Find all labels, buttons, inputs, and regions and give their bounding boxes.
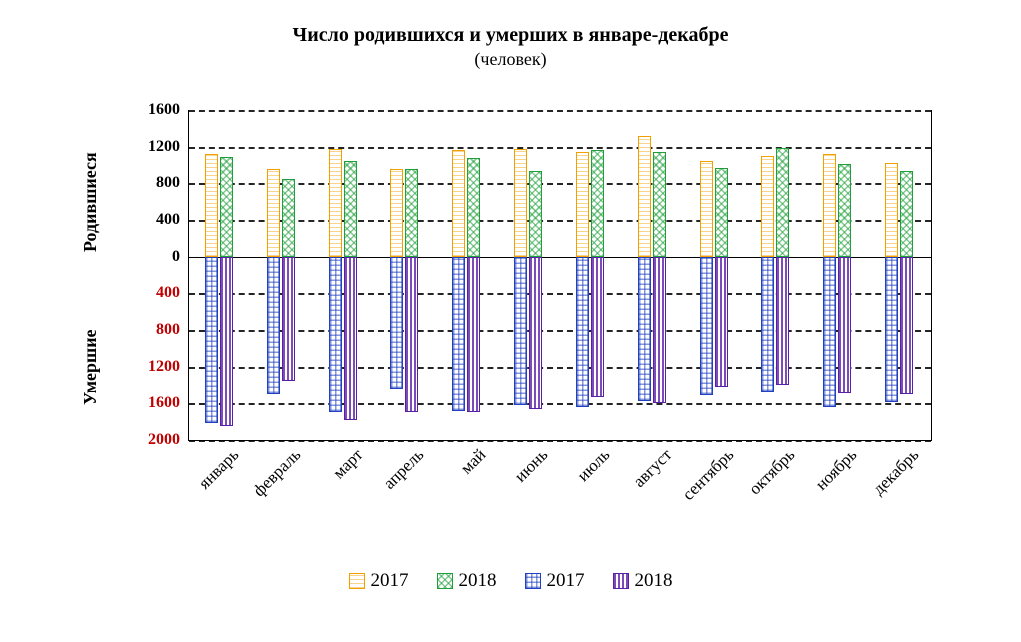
bar-born_2018 — [529, 171, 542, 257]
legend: 2017 2018 2017 2018 — [0, 570, 1021, 594]
bar-died_2018 — [715, 257, 728, 387]
legend-label: 2018 — [459, 570, 497, 592]
bar-died_2017 — [329, 257, 342, 413]
bar-born_2018 — [900, 171, 913, 257]
y-tick-bottom: 1200 — [130, 358, 180, 376]
y-tick-bottom: 400 — [130, 284, 180, 302]
bar-died_2017 — [452, 257, 465, 411]
bar-born_2017 — [390, 169, 403, 257]
bar-born_2018 — [467, 158, 480, 257]
legend-swatch — [437, 573, 453, 589]
bar-died_2017 — [700, 257, 713, 395]
y-tick-top: 1600 — [130, 101, 180, 119]
bar-born_2018 — [220, 157, 233, 257]
y-tick-bottom: 1600 — [130, 394, 180, 412]
bar-born_2018 — [591, 150, 604, 256]
bar-born_2018 — [776, 148, 789, 257]
bar-born_2017 — [885, 163, 898, 257]
legend-swatch — [349, 573, 365, 589]
y-tick-bottom: 800 — [130, 321, 180, 339]
bar-died_2018 — [405, 257, 418, 413]
bar-died_2018 — [344, 257, 357, 420]
legend-label: 2017 — [547, 570, 585, 592]
bar-born_2017 — [452, 150, 465, 256]
bar-born_2017 — [329, 149, 342, 256]
bar-died_2018 — [282, 257, 295, 382]
bar-died_2018 — [529, 257, 542, 409]
legend-item-born_2018: 2018 — [437, 570, 497, 592]
bar-born_2018 — [344, 161, 357, 256]
y-tick-top: 800 — [130, 174, 180, 192]
bar-died_2018 — [838, 257, 851, 394]
bar-died_2017 — [761, 257, 774, 393]
y-tick-top: 400 — [130, 211, 180, 229]
bar-died_2017 — [638, 257, 651, 402]
bar-died_2017 — [514, 257, 527, 406]
legend-item-died_2018: 2018 — [613, 570, 673, 592]
bar-born_2017 — [700, 161, 713, 256]
legend-item-born_2017: 2017 — [349, 570, 409, 592]
bar-born_2017 — [514, 149, 527, 257]
bar-died_2017 — [267, 257, 280, 395]
bar-died_2017 — [390, 257, 403, 389]
bar-died_2018 — [220, 257, 233, 427]
bar-born_2018 — [653, 152, 666, 257]
bar-died_2017 — [576, 257, 589, 407]
chart-title: Число родившихся и умерших в январе-дека… — [0, 0, 1021, 47]
bar-born_2017 — [267, 169, 280, 257]
y-tick-bottom: 2000 — [130, 431, 180, 449]
bars-container — [188, 110, 930, 440]
bar-died_2018 — [776, 257, 789, 385]
x-axis-ticks: январьфевральмартапрельмайиюньиюльавгуст… — [188, 445, 930, 565]
bar-died_2018 — [900, 257, 913, 395]
bar-born_2018 — [405, 169, 418, 257]
legend-swatch — [525, 573, 541, 589]
y-axis-label-deaths: Умершие — [80, 329, 101, 405]
bar-born_2017 — [576, 152, 589, 257]
bar-born_2018 — [838, 164, 851, 257]
bar-died_2017 — [205, 257, 218, 424]
chart-area: Родившиеся Умершие 040080012001600400800… — [150, 110, 930, 440]
bar-born_2018 — [282, 179, 295, 257]
y-tick-top: 1200 — [130, 138, 180, 156]
bar-born_2017 — [205, 154, 218, 257]
bar-died_2018 — [653, 257, 666, 404]
bar-died_2018 — [591, 257, 604, 397]
y-tick-top: 0 — [130, 248, 180, 266]
bar-died_2017 — [823, 257, 836, 407]
y-axis-label-births: Родившиеся — [80, 152, 101, 252]
bar-born_2017 — [761, 156, 774, 257]
legend-label: 2017 — [371, 570, 409, 592]
bar-died_2018 — [467, 257, 480, 413]
bar-died_2017 — [885, 257, 898, 403]
legend-swatch — [613, 573, 629, 589]
bar-born_2017 — [823, 154, 836, 257]
legend-label: 2018 — [635, 570, 673, 592]
bar-born_2018 — [715, 168, 728, 257]
legend-item-died_2017: 2017 — [525, 570, 585, 592]
bar-born_2017 — [638, 136, 651, 257]
chart-subtitle: (человек) — [0, 49, 1021, 70]
